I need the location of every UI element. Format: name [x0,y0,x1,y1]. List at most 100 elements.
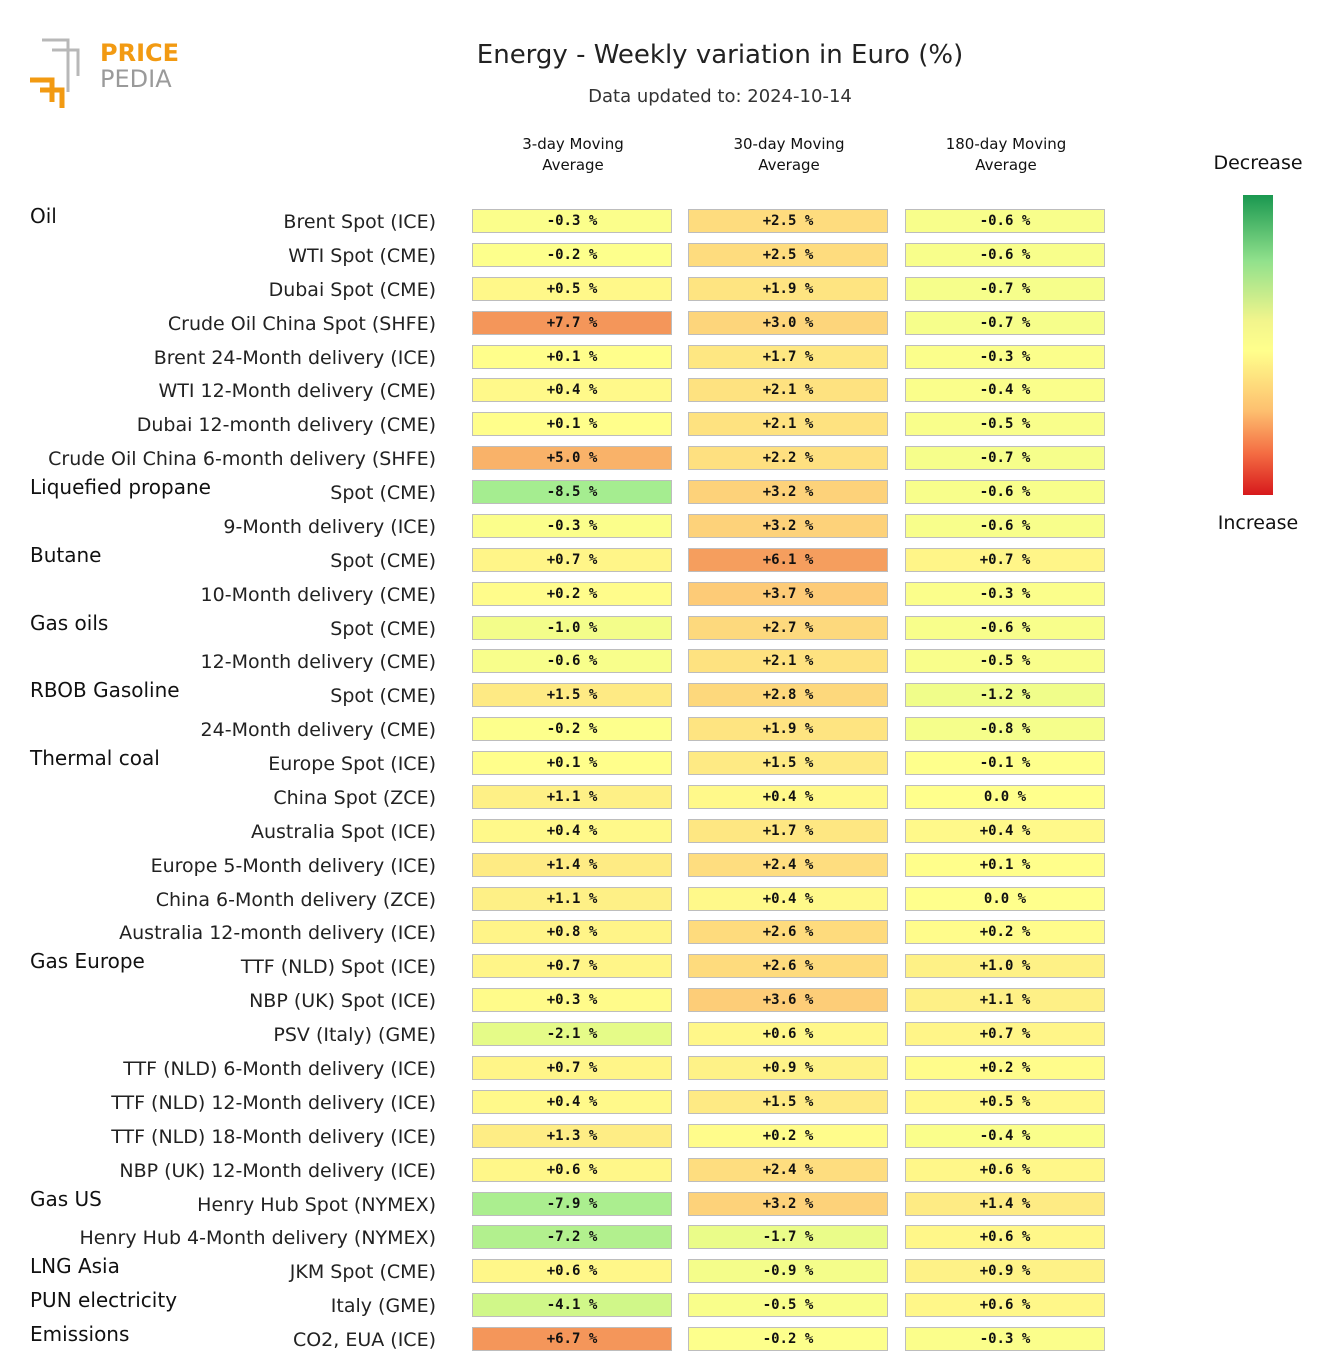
heat-cell: +3.7 % [688,581,888,606]
heat-cell: +0.6 % [905,1157,1105,1182]
heat-cell: +1.9 % [688,717,888,742]
heat-cell: +3.2 % [688,513,888,538]
heat-cell: -0.3 % [905,581,1105,606]
heat-cell: +0.7 % [905,1022,1105,1047]
group-label: RBOB Gasoline [30,678,180,703]
group-label: Gas US [30,1186,102,1211]
heat-cell: +1.7 % [688,818,888,843]
heat-cell: -7.2 % [472,1225,672,1250]
heat-cell: +0.7 % [472,954,672,979]
row-label: Italy (GME) [330,1295,436,1318]
heat-cell: -0.2 % [472,242,672,267]
row-label: Brent Spot (ICE) [283,211,436,233]
heat-cell: +1.5 % [688,1089,888,1114]
column-header-line: Average [542,156,604,174]
row-label: CO2, EUA (ICE) [292,1329,436,1352]
group-label: Gas Europe [30,949,145,974]
heat-cell: +0.7 % [472,1056,672,1080]
heat-cell: +1.0 % [905,954,1105,979]
heat-cell: +1.1 % [472,886,672,911]
heat-cell: +3.2 % [688,1191,888,1216]
row-label: Dubai Spot (CME) [268,278,436,301]
heat-cell: +3.6 % [688,988,888,1013]
heat-cell: -0.4 % [905,1123,1105,1148]
heat-cell: +0.3 % [472,988,672,1013]
group-label: Butane [30,542,102,567]
heat-cell: -0.2 % [472,717,672,742]
heat-cell: -0.3 % [905,344,1105,369]
column-header-line: 180-day Moving [945,135,1067,153]
heat-cell: +2.5 % [688,209,888,233]
row-label: Spot (CME) [330,549,436,572]
row-label: Dubai 12-month delivery (CME) [136,414,436,437]
heat-cell: +3.0 % [688,310,888,335]
heat-cell: -0.2 % [688,1327,888,1352]
heat-cell: -0.7 % [905,310,1105,335]
heat-cell: +0.1 % [472,344,672,369]
heat-cell: +2.1 % [688,412,888,437]
row-label: 24-Month delivery (CME) [200,719,436,742]
heat-cell: +0.4 % [688,886,888,911]
heat-cell: -0.5 % [905,649,1105,674]
heat-cell: +0.6 % [472,1259,672,1284]
row-label: NBP (UK) 12-Month delivery (ICE) [119,1159,436,1182]
heat-cell: +7.7 % [472,310,672,335]
heat-cell: -0.9 % [688,1259,888,1284]
heat-cell: +0.6 % [905,1225,1105,1250]
column-header-line: Average [758,156,820,174]
heat-cell: -0.5 % [688,1293,888,1318]
heat-cell: +0.7 % [472,547,672,572]
heat-cell: 0.0 % [905,784,1105,809]
row-label: Henry Hub 4-Month delivery (NYMEX) [79,1227,436,1250]
heat-cell: +2.4 % [688,852,888,877]
heat-cell: +1.5 % [688,751,888,776]
heat-cell: +0.4 % [688,784,888,809]
heat-cell: -0.6 % [905,615,1105,640]
heat-cell: +1.4 % [905,1191,1105,1216]
legend-label-increase: Increase [1217,512,1299,534]
row-label: 9-Month delivery (ICE) [223,515,436,538]
heat-cell: -0.8 % [905,717,1105,742]
heat-cell: -0.3 % [472,209,672,233]
heat-cell: -1.2 % [905,683,1105,708]
row-label: PSV (Italy) (GME) [273,1024,436,1047]
row-label: 12-Month delivery (CME) [200,651,436,674]
row-label: WTI Spot (CME) [288,244,436,267]
heat-cell: -0.6 % [905,480,1105,505]
heat-cell: +1.5 % [472,683,672,708]
heat-cell: +1.1 % [905,988,1105,1013]
row-label: TTF (NLD) 6-Month delivery (ICE) [123,1058,436,1080]
column-header-line: Average [975,156,1037,174]
heat-cell: +0.8 % [472,920,672,945]
row-label: Australia Spot (ICE) [250,820,436,843]
heat-cell: -0.6 % [905,513,1105,538]
row-label: Crude Oil China 6-month delivery (SHFE) [48,448,436,471]
logo-mark-icon [30,38,80,108]
chart-title: Energy - Weekly variation in Euro (%) [476,40,964,70]
heat-cell: +0.2 % [472,581,672,606]
column-header: 30-day Moving Average [688,134,890,176]
heat-cell: +0.1 % [905,852,1105,877]
row-label: WTI 12-Month delivery (CME) [158,380,437,403]
group-label: Liquefied propane [30,475,211,500]
column-header-line: 30-day Moving [733,135,845,153]
group-label: LNG Asia [30,1254,120,1279]
heat-cell: +5.0 % [472,446,672,471]
heat-cell: -8.5 % [472,480,672,505]
heat-cell: +0.6 % [688,1022,888,1047]
heat-cell: -0.6 % [905,209,1105,233]
heat-cell: +1.9 % [688,276,888,301]
heat-cell: +0.4 % [472,818,672,843]
heat-cell: -0.6 % [472,649,672,674]
group-label: PUN electricity [30,1288,178,1313]
heat-cell: -0.7 % [905,276,1105,301]
heat-cell: +2.6 % [688,954,888,979]
heat-cell: +3.2 % [688,480,888,505]
heat-cell: -0.4 % [905,378,1105,403]
heat-cell: +2.4 % [688,1157,888,1182]
heat-cell: +2.7 % [688,615,888,640]
heat-cell: -1.7 % [688,1225,888,1250]
heat-cell: +0.4 % [472,378,672,403]
logo-text-pedia: PEDIA [100,65,172,93]
row-label: Europe Spot (ICE) [268,753,436,776]
